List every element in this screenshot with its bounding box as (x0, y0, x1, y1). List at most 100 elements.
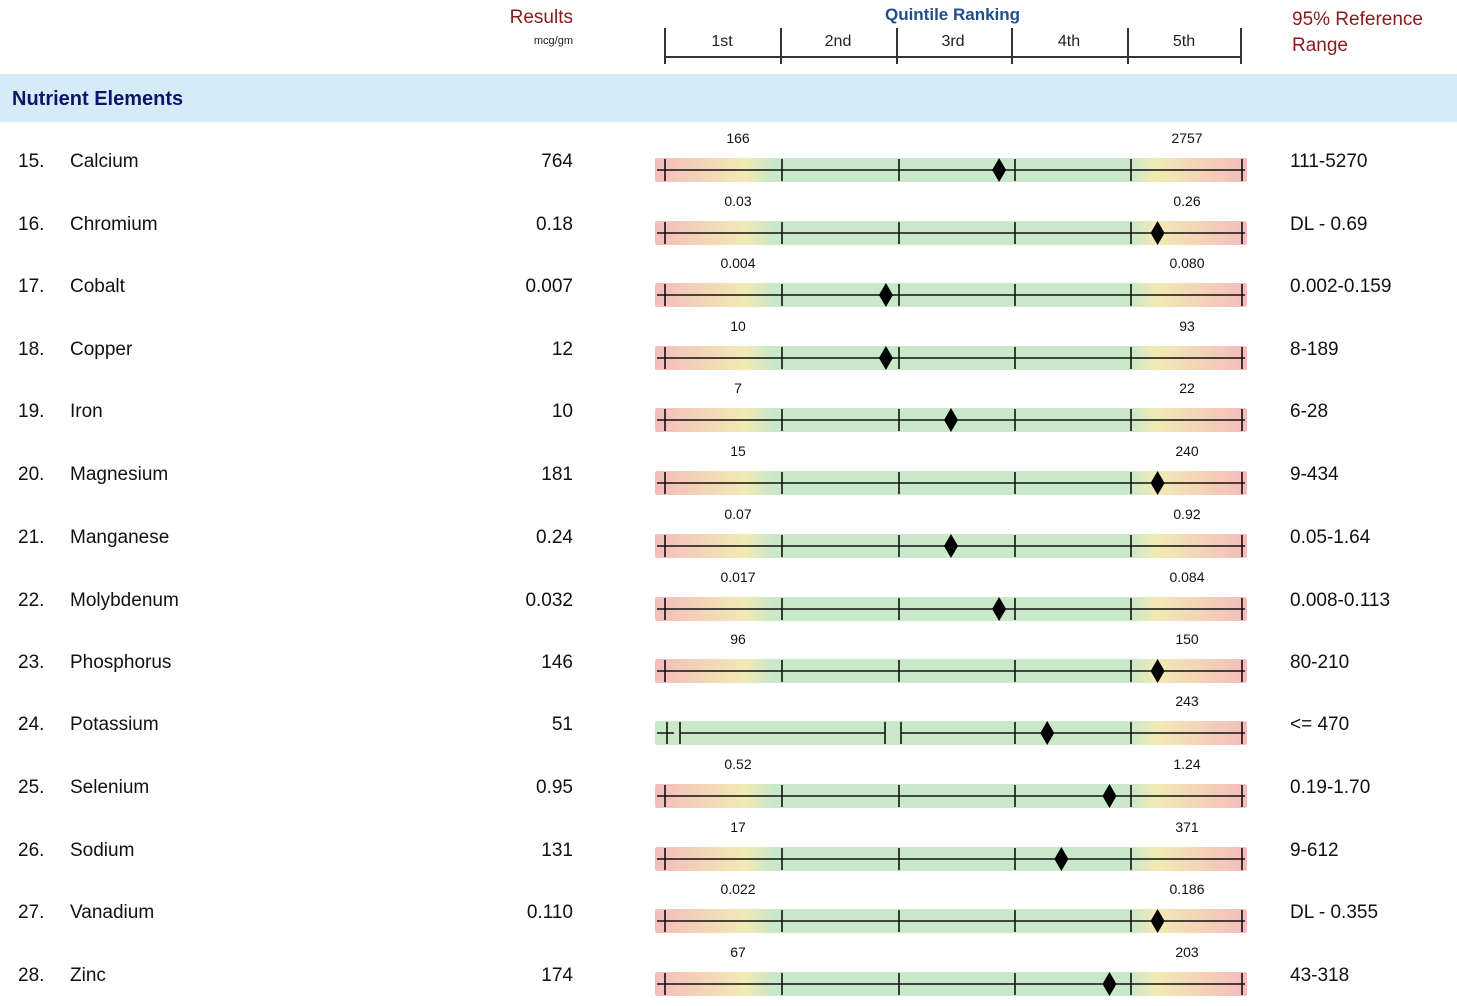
result-value: 764 (541, 151, 573, 172)
element-row-potassium: 24. Potassium 51 <= 470 243 (0, 693, 1457, 755)
reference-range: 6-28 (1290, 401, 1329, 422)
high-percentile-label: 0.26 (1173, 193, 1201, 209)
result-marker-diamond (992, 597, 1007, 621)
low-percentile-label: 15 (730, 443, 746, 459)
result-marker-diamond (1054, 847, 1069, 871)
result-value: 0.18 (536, 214, 573, 235)
element-row-magnesium: 20. Magnesium 181 9-434 15 240 (0, 443, 1457, 505)
reference-range: 0.002-0.159 (1290, 276, 1392, 297)
high-percentile-label: 1.24 (1173, 756, 1201, 772)
high-percentile-label: 93 (1179, 318, 1195, 334)
element-row-selenium: 25. Selenium 0.95 0.19-1.70 0.52 1.24 (0, 756, 1457, 818)
reference-range: 0.008-0.113 (1290, 590, 1391, 611)
result-marker-diamond (1102, 784, 1117, 808)
reference-range-header-line1: 95% Reference (1292, 9, 1423, 30)
result-value: 0.110 (526, 902, 573, 923)
low-percentile-label: 0.022 (720, 881, 756, 897)
quintile-gauge (657, 597, 1245, 621)
element-row-chromium: 16. Chromium 0.18 DL - 0.69 0.03 0.26 (0, 193, 1457, 255)
result-marker-diamond (992, 158, 1007, 182)
row-number: 23. (18, 652, 45, 673)
high-percentile-label: 22 (1179, 380, 1195, 396)
quintile-tick (1011, 28, 1013, 64)
high-percentile-label: 240 (1175, 443, 1199, 459)
reference-range-header: 95% Reference Range (1292, 7, 1423, 59)
row-number: 28. (18, 965, 45, 986)
element-name: Cobalt (70, 276, 125, 297)
element-row-copper: 18. Copper 12 8-189 10 93 (0, 318, 1457, 380)
high-percentile-label: 203 (1175, 944, 1199, 960)
element-row-manganese: 21. Manganese 0.24 0.05-1.64 0.07 0.92 (0, 506, 1457, 568)
result-marker-diamond (1102, 972, 1117, 996)
result-marker-diamond (1150, 221, 1165, 245)
quintile-gauge (657, 847, 1245, 871)
reference-range: 9-434 (1290, 464, 1339, 485)
quintile-gauge (657, 408, 1245, 432)
quintile-gauge (657, 283, 1245, 307)
low-percentile-label: 166 (726, 130, 750, 146)
result-value: 0.95 (536, 777, 573, 798)
result-marker-diamond (1150, 471, 1165, 495)
low-percentile-label: 0.52 (724, 756, 752, 772)
quintile-ranking-title: Quintile Ranking (884, 5, 1021, 24)
result-value: 146 (541, 652, 573, 673)
reference-range: 80-210 (1290, 652, 1350, 673)
element-name: Sodium (70, 840, 135, 861)
reference-range: 111-5270 (1290, 151, 1368, 172)
quintile-gauge (657, 471, 1245, 495)
section-title: Nutrient Elements (12, 88, 184, 110)
result-marker-diamond (878, 283, 893, 307)
element-name: Manganese (70, 527, 170, 548)
low-percentile-label: 96 (730, 631, 746, 647)
low-percentile-label: 0.07 (724, 506, 752, 522)
result-value: 0.007 (525, 276, 573, 297)
element-name: Magnesium (70, 464, 169, 485)
element-row-iron: 19. Iron 10 6-28 7 22 (0, 380, 1457, 442)
result-value: 10 (551, 401, 573, 422)
result-value: 0.24 (536, 527, 573, 548)
results-column-header: Results (509, 7, 573, 28)
row-number: 21. (18, 527, 45, 548)
quintile-gauge (657, 534, 1245, 558)
element-row-cobalt: 17. Cobalt 0.007 0.002-0.159 0.004 0.080 (0, 255, 1457, 317)
low-percentile-label: 7 (734, 380, 742, 396)
reference-range: 8-189 (1290, 339, 1339, 360)
high-percentile-label: 0.186 (1169, 881, 1205, 897)
row-number: 24. (18, 714, 45, 735)
reference-range-header-line2: Range (1292, 35, 1348, 56)
quintile-label-2nd: 2nd (824, 33, 852, 50)
quintile-gauge (657, 158, 1245, 182)
element-row-phosphorus: 23. Phosphorus 146 80-210 96 150 (0, 631, 1457, 693)
high-percentile-label: 0.080 (1169, 255, 1205, 271)
element-name: Molybdenum (70, 590, 179, 611)
element-row-sodium: 26. Sodium 131 9-612 17 371 (0, 819, 1457, 881)
row-number: 22. (18, 590, 45, 611)
result-value: 174 (541, 965, 573, 986)
quintile-label-3rd: 3rd (941, 33, 965, 50)
quintile-gauge (657, 659, 1245, 683)
result-marker-diamond (1150, 909, 1165, 933)
result-value: 12 (551, 339, 573, 360)
high-percentile-label: 0.92 (1173, 506, 1201, 522)
quintile-gauge (657, 721, 1245, 745)
quintile-tick (780, 28, 782, 64)
reference-range: DL - 0.69 (1290, 214, 1368, 235)
row-number: 19. (18, 401, 45, 422)
high-percentile-label: 150 (1175, 631, 1199, 647)
quintile-label-5th: 5th (1172, 33, 1196, 50)
row-number: 16. (18, 214, 45, 235)
element-name: Phosphorus (70, 652, 172, 673)
element-name: Iron (70, 401, 103, 422)
result-marker-diamond (1040, 721, 1055, 745)
quintile-gauge (657, 346, 1245, 370)
element-row-vanadium: 27. Vanadium 0.110 DL - 0.355 0.022 0.186 (0, 881, 1457, 943)
quintile-gauge (657, 784, 1245, 808)
quintile-tick (1127, 28, 1129, 64)
quintile-gauge (657, 909, 1245, 933)
quintile-gauge (657, 972, 1245, 996)
low-percentile-label: 0.03 (724, 193, 752, 209)
element-name: Selenium (70, 777, 150, 798)
quintile-gauge (657, 221, 1245, 245)
element-name: Vanadium (70, 902, 155, 923)
result-value: 131 (541, 840, 573, 861)
